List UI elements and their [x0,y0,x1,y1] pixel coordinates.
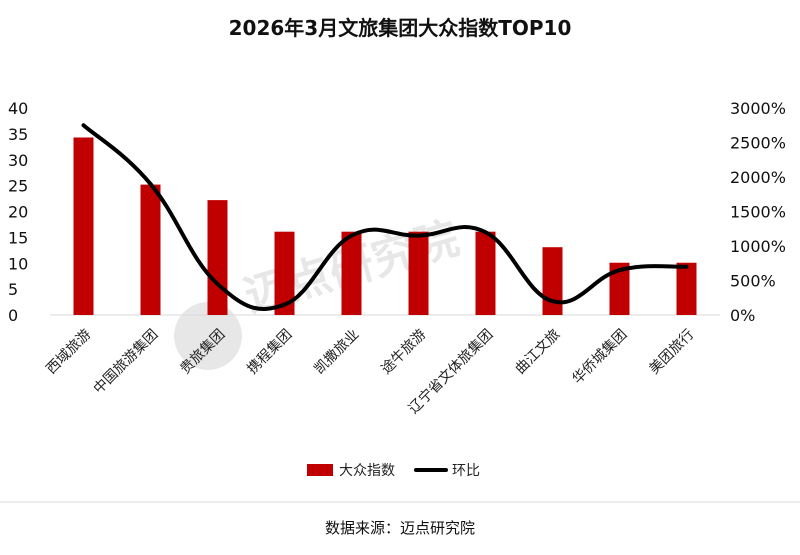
bar-6 [408,231,429,315]
legend: 大众指数 环比 [307,463,480,479]
bar-2 [140,184,161,315]
left-tick-label-5: 25 [8,177,28,196]
bar-5 [341,231,362,315]
left-tick-label-8: 40 [8,99,28,118]
category-label-9: 华侨城集团 [569,326,631,388]
category-label-5: 凯撒旅业 [311,327,362,378]
right-tick-label-4: 2000% [730,168,786,187]
bar-8 [542,247,563,315]
category-label-2: 中国旅游集团 [90,326,161,397]
right-tick-label-2: 1000% [730,237,786,256]
category-label-8: 曲江文旅 [512,327,563,378]
bar-7 [475,231,496,315]
category-label-4: 携程集团 [244,326,296,378]
bar-9 [609,262,630,315]
left-tick-label-0: 0 [8,306,18,325]
legend-swatch-bar [307,464,333,476]
bar-3 [207,200,228,315]
left-tick-label-1: 5 [8,280,18,299]
source-note: 数据来源：迈点研究院 [325,519,475,537]
legend-label-line: 环比 [452,463,480,479]
bar-10 [676,262,697,315]
left-tick-label-2: 10 [8,254,28,273]
left-tick-label-4: 20 [8,203,28,222]
right-tick-label-5: 2500% [730,134,786,153]
right-tick-label-1: 500% [730,272,776,291]
category-label-10: 美团旅行 [646,327,697,378]
right-tick-label-6: 3000% [730,99,786,118]
legend-label-bar: 大众指数 [339,463,395,479]
right-axis: 0% 500% 1000% 1500% 2000% 2500% 3000% [730,99,786,325]
left-axis: 0 5 10 15 20 25 30 35 40 [8,99,28,325]
chart-title: 2026年3月文旅集团大众指数TOP10 [229,16,572,40]
plot-area [50,123,720,316]
category-label-1: 西域旅游 [43,327,94,378]
left-tick-label-3: 15 [8,228,28,247]
right-tick-label-0: 0% [730,306,755,325]
line-series-path [81,123,689,311]
left-tick-label-7: 35 [8,125,28,144]
bar-1 [73,137,94,315]
bar-4 [274,231,295,315]
left-tick-label-6: 30 [8,151,28,170]
right-tick-label-3: 1500% [730,203,786,222]
category-label-6: 途牛旅游 [378,326,430,378]
